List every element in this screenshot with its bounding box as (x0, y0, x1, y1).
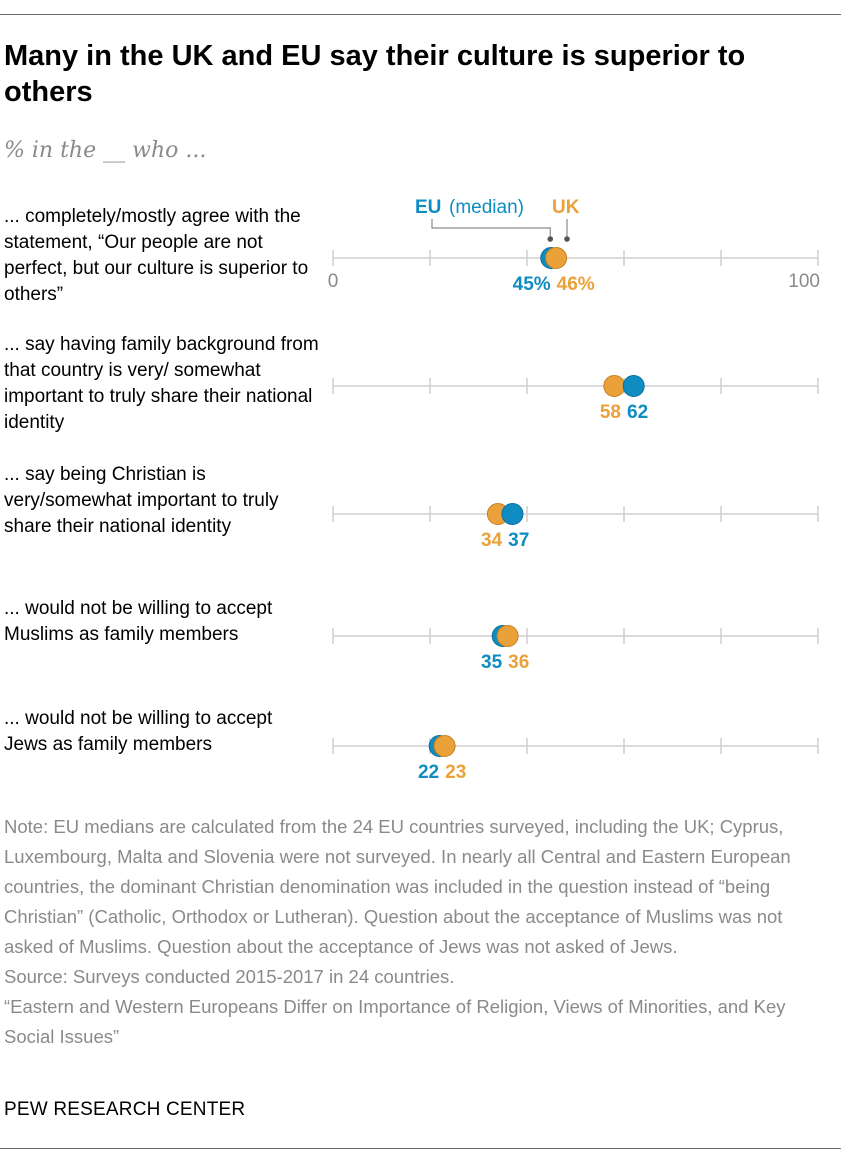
uk-dot (496, 625, 519, 647)
legend-eu-leader (431, 219, 551, 238)
top-rule (0, 14, 841, 15)
uk-dot (433, 735, 456, 757)
chart-subtitle: % in the __ who ... (4, 138, 207, 163)
uk-dot (603, 375, 626, 397)
chart-title: Many in the UK and EU say their culture … (4, 40, 746, 108)
uk-value-label: 58 (600, 402, 621, 423)
eu-dot (501, 503, 524, 525)
uk-value-label: 34 (481, 530, 503, 551)
legend-eu-leader-dot (547, 236, 554, 242)
x-tick-label-0: 0 (328, 271, 339, 292)
report-title: “Eastern and Western Europeans Differ on… (4, 996, 786, 1047)
row-label-culture-superior: ... completely/mostly agree with the sta… (4, 206, 309, 305)
org-name: PEW RESEARCH CENTER (4, 1099, 246, 1120)
note-text: Note: EU medians are calculated from the… (4, 816, 791, 957)
row-label-family-background: ... say having family background from th… (4, 334, 319, 433)
dot-plot: 45% 46% 58 62 34 37 35 36 22 23 0 100 EU (median) UK (328, 197, 820, 783)
legend-uk-leader-dot (564, 236, 570, 242)
legend-uk-label: UK (552, 197, 580, 218)
eu-value-label: 35 (481, 652, 503, 673)
uk-value-label: 46% (557, 274, 595, 295)
row-label-accept-muslims: ... would not be willing to accept Musli… (4, 598, 273, 645)
eu-value-label: 22 (418, 762, 439, 783)
eu-value-label: 62 (627, 402, 648, 423)
legend-eu-suffix: (median) (449, 197, 524, 218)
uk-dot (545, 247, 568, 269)
row-label-accept-jews: ... would not be willing to accept Jews … (4, 708, 273, 755)
source-text: Source: Surveys conducted 2015-2017 in 2… (4, 966, 455, 987)
uk-value-label: 23 (445, 762, 466, 783)
eu-value-label: 37 (508, 530, 529, 551)
bottom-rule (0, 1148, 841, 1149)
x-tick-label-100: 100 (788, 271, 820, 292)
eu-dot (622, 375, 645, 397)
eu-value-label: 45% (513, 274, 551, 295)
legend-eu-label: EU (415, 197, 441, 218)
row-label-being-christian: ... say being Christian is very/somewhat… (4, 464, 279, 537)
uk-value-label: 36 (508, 652, 529, 673)
